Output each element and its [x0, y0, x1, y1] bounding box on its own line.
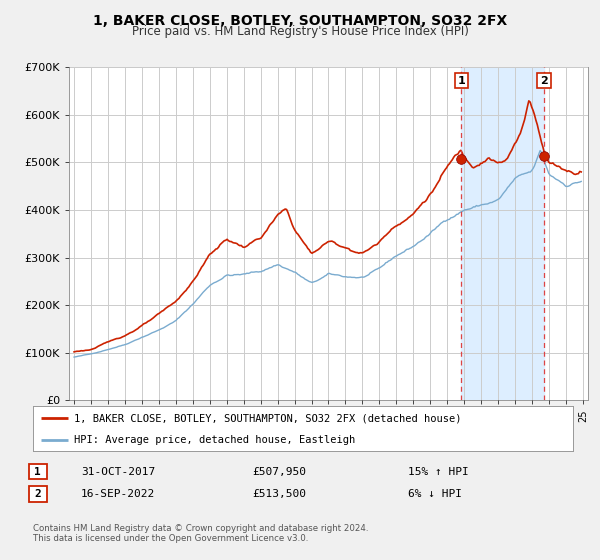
Text: Contains HM Land Registry data © Crown copyright and database right 2024.: Contains HM Land Registry data © Crown c…	[33, 524, 368, 533]
Text: 1: 1	[457, 76, 465, 86]
Text: 16-SEP-2022: 16-SEP-2022	[81, 489, 155, 499]
Text: £513,500: £513,500	[252, 489, 306, 499]
Text: HPI: Average price, detached house, Eastleigh: HPI: Average price, detached house, East…	[74, 435, 355, 445]
Text: 1, BAKER CLOSE, BOTLEY, SOUTHAMPTON, SO32 2FX: 1, BAKER CLOSE, BOTLEY, SOUTHAMPTON, SO3…	[93, 14, 507, 28]
Text: 2: 2	[34, 489, 41, 499]
Text: 31-OCT-2017: 31-OCT-2017	[81, 466, 155, 477]
Text: 6% ↓ HPI: 6% ↓ HPI	[408, 489, 462, 499]
Text: This data is licensed under the Open Government Licence v3.0.: This data is licensed under the Open Gov…	[33, 534, 308, 543]
Text: 1: 1	[34, 466, 41, 477]
Text: 1, BAKER CLOSE, BOTLEY, SOUTHAMPTON, SO32 2FX (detached house): 1, BAKER CLOSE, BOTLEY, SOUTHAMPTON, SO3…	[74, 413, 461, 423]
Text: Price paid vs. HM Land Registry's House Price Index (HPI): Price paid vs. HM Land Registry's House …	[131, 25, 469, 38]
Text: 15% ↑ HPI: 15% ↑ HPI	[408, 466, 469, 477]
Text: £507,950: £507,950	[252, 466, 306, 477]
Text: 2: 2	[540, 76, 548, 86]
Bar	[461, 67, 544, 400]
